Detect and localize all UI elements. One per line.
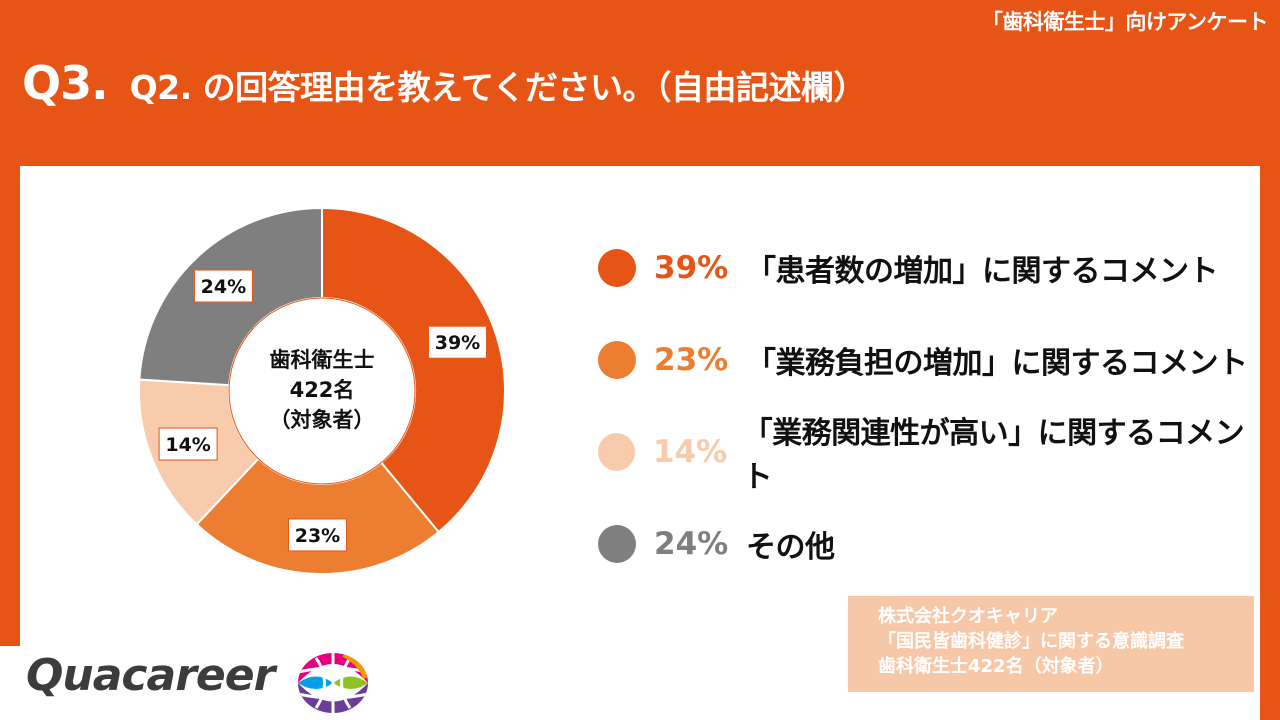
donut-center-line: 歯科衛生士 xyxy=(270,348,375,372)
legend-dot xyxy=(598,249,636,287)
legend-percent: 39% xyxy=(654,250,729,286)
data-label-other: 24% xyxy=(193,269,253,303)
brand-logo: Quacareer xyxy=(0,646,376,720)
legend-label: 「業務関連性が高い」に関するコメント xyxy=(742,416,1245,495)
donut-center xyxy=(228,297,416,485)
legend-percent: 23% xyxy=(654,342,729,378)
globe-icon xyxy=(298,653,368,713)
data-label-relevance: 14% xyxy=(158,427,218,461)
survey-tag: 「歯科衛生士」向けアンケート xyxy=(981,10,1269,34)
data-label-box xyxy=(158,427,218,461)
legend-percent: 14% xyxy=(653,434,728,470)
source-line: 株式会社クオキャリア xyxy=(878,606,1058,627)
legend-label: 「患者数の増加」に関するコメント xyxy=(746,254,1219,289)
data-label-box xyxy=(427,325,487,359)
data-label-text: 14% xyxy=(165,434,210,456)
legend: 39% 「患者数の増加」に関するコメント 23% 「業務負担の増加」に関するコメ… xyxy=(598,222,1260,590)
donut-chart: 39% 23% 14% 24% 歯科衛生士 422名 （対象者） xyxy=(138,206,506,575)
legend-label: その他 xyxy=(746,530,835,565)
data-label-box xyxy=(287,518,347,552)
legend-dot xyxy=(598,341,636,379)
data-label-text: 39% xyxy=(435,332,480,354)
legend-dot xyxy=(598,525,636,563)
donut-center-line: （対象者） xyxy=(270,408,375,432)
donut-center-line: 422名 xyxy=(290,378,355,402)
donut-center-text: 歯科衛生士 422名 （対象者） xyxy=(270,348,375,432)
legend-item-other: 24% その他 xyxy=(598,498,1260,590)
chart-panel: 39% 23% 14% 24% 歯科衛生士 422名 （対象者） 39% 「患者数の増加」に… xyxy=(20,166,1260,720)
question-text: Q2. の回答理由を教えてください。（自由記述欄） xyxy=(129,68,867,107)
legend-label: 「業務負担の増加」に関するコメント xyxy=(746,346,1248,381)
data-label-text: 24% xyxy=(201,276,246,298)
source-line: 歯科衛生士422名（対象者） xyxy=(878,656,1114,677)
data-label-box xyxy=(193,269,253,303)
data-label-patients: 39% xyxy=(427,325,487,359)
legend-item-patients: 39% 「患者数の増加」に関するコメント xyxy=(598,222,1260,314)
source-line: 「国民皆歯科健診」に関する意識調査 xyxy=(878,631,1184,652)
legend-item-relevance: 14% 「業務関連性が高い」に関するコメント xyxy=(598,406,1260,498)
legend-percent: 24% xyxy=(654,526,729,562)
page-title: Q3. Q2. の回答理由を教えてください。（自由記述欄） xyxy=(22,56,867,116)
question-number: Q3. xyxy=(22,56,109,110)
legend-item-workload: 23% 「業務負担の増加」に関するコメント xyxy=(598,314,1260,406)
data-label-workload: 23% xyxy=(287,518,347,552)
legend-dot xyxy=(598,433,636,471)
source-note: 株式会社クオキャリア 「国民皆歯科健診」に関する意識調査 歯科衛生士422名（対… xyxy=(848,596,1254,692)
data-label-text: 23% xyxy=(295,525,340,547)
logo-text: Quacareer xyxy=(26,650,275,701)
